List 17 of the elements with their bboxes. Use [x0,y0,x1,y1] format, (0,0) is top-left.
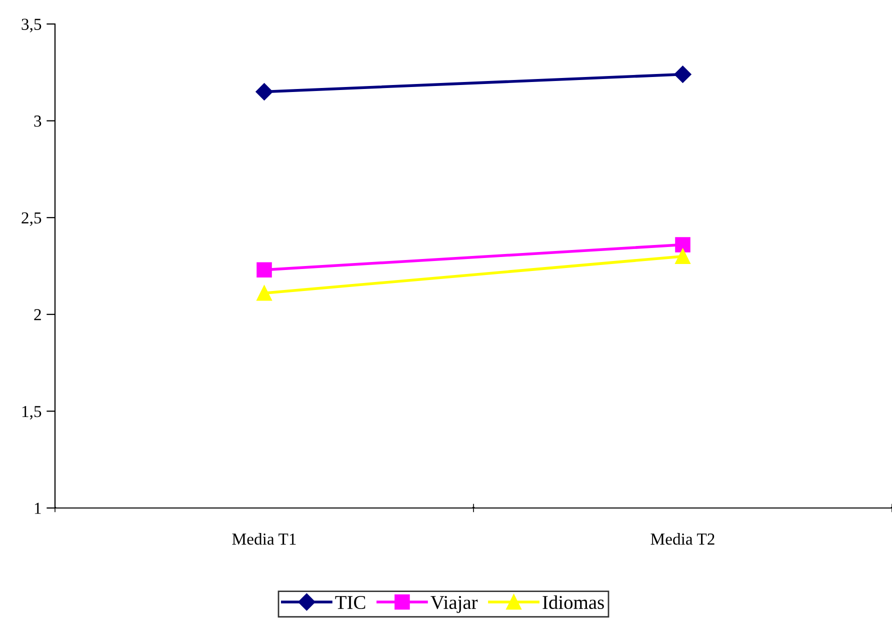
y-tick-label: 1,5 [22,406,42,420]
point [675,248,690,264]
legend-label: Idiomas [542,595,604,610]
y-tick-label: 3,5 [22,18,42,32]
y-tick-label: 1 [34,502,41,514]
point [256,262,272,278]
x-tick-label: Media T1 [232,533,296,545]
y-tick-label: 2,5 [22,212,42,226]
point [256,83,273,100]
y-tick-label: 3 [34,116,42,127]
point [674,66,692,83]
legend-label: TIC [335,596,366,610]
point [675,237,690,252]
x-tick-label: Media T2 [650,533,714,545]
point [256,285,272,301]
legend-label: Viajar [430,596,478,613]
y-tick-label: 2 [34,309,41,320]
